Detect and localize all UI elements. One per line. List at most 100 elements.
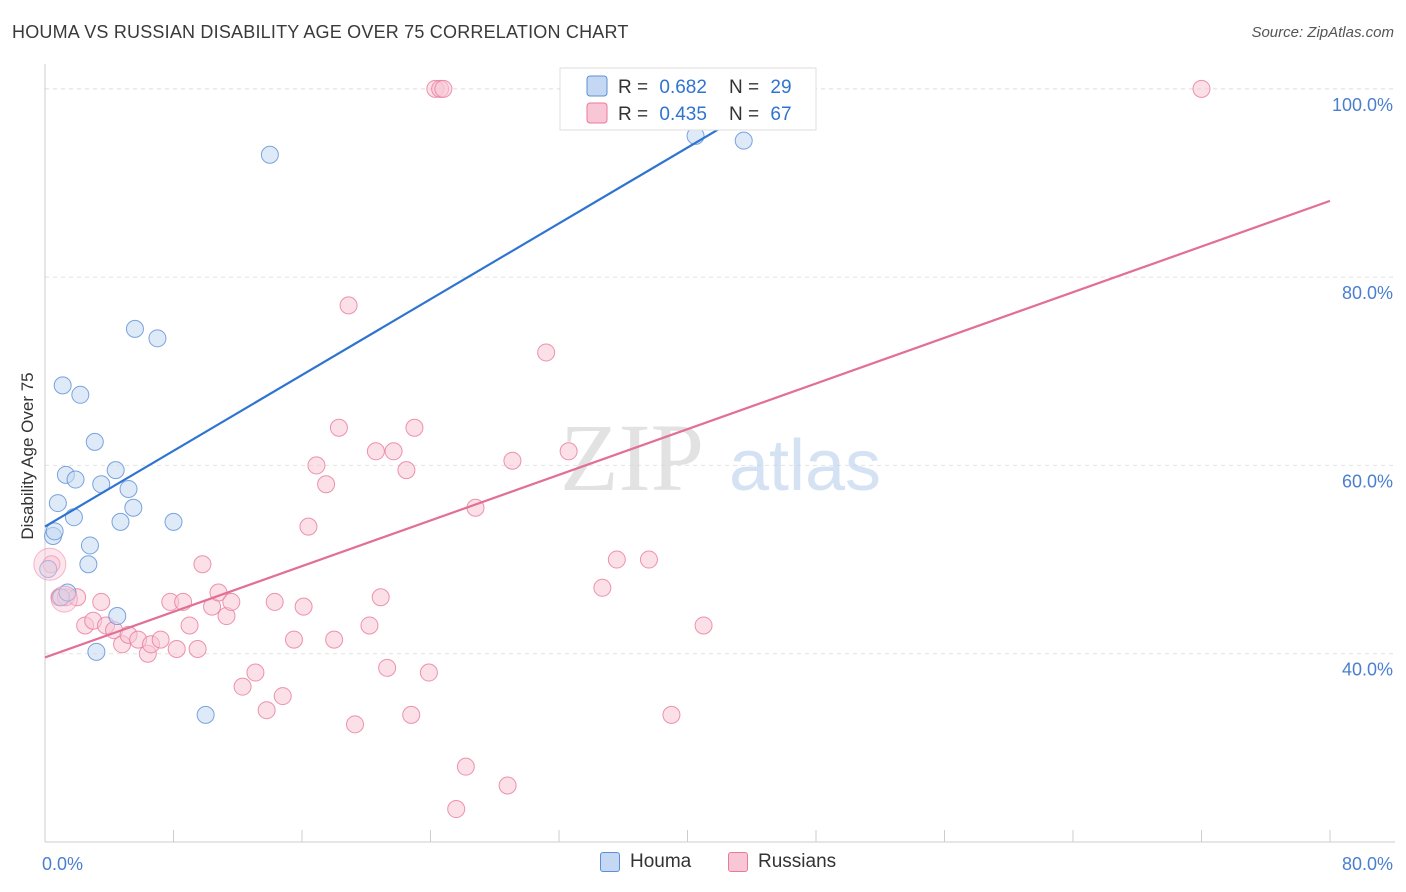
- houma-point: [48, 494, 67, 513]
- russians-point: [607, 550, 626, 569]
- chart-title: HOUMA VS RUSSIAN DISABILITY AGE OVER 75 …: [12, 22, 629, 42]
- russians-point: [694, 616, 713, 635]
- houma-point: [124, 498, 143, 517]
- trend-layer: [44, 87, 1331, 659]
- bottom-legend: Houma Russians: [0, 851, 1406, 877]
- russians-point: [167, 640, 186, 658]
- houma-point: [85, 432, 104, 451]
- houma-point: [80, 536, 99, 555]
- russians-point: [33, 547, 67, 581]
- russians-point: [346, 715, 365, 734]
- russians-trend-line: [44, 199, 1331, 659]
- russians-point: [456, 757, 475, 776]
- houma-point: [71, 385, 90, 404]
- russians-point: [366, 442, 385, 461]
- y-tick-label: 80.0%: [1342, 283, 1393, 303]
- russians-point: [537, 343, 556, 362]
- svg-text:R = 0.682: R = 0.682: [618, 77, 707, 98]
- houma-point: [45, 522, 64, 541]
- legend-swatch-houma: [600, 852, 620, 872]
- russians-point: [284, 630, 303, 649]
- stats-legend: R = 0.682 N = 29 R = 0.435 N = 67: [559, 67, 817, 131]
- russians-point: [639, 550, 658, 569]
- watermark: ZIP atlas: [560, 404, 881, 511]
- russians-point: [246, 663, 265, 682]
- points-layer: [33, 77, 1211, 819]
- houma-point: [164, 512, 183, 531]
- russians-point: [151, 630, 170, 649]
- houma-point: [87, 642, 106, 661]
- stats-legend-houma-r-label: R =: [618, 77, 648, 98]
- legend-label-russians: Russians: [758, 851, 837, 872]
- y-tick-label: 40.0%: [1342, 660, 1393, 680]
- russians-point: [447, 800, 466, 819]
- houma-point: [108, 607, 127, 626]
- russians-point: [402, 705, 421, 724]
- russians-point: [384, 442, 403, 461]
- y-tick-label: 100.0%: [1332, 95, 1393, 115]
- russians-point: [405, 418, 424, 437]
- legend-swatch-russians: [728, 852, 748, 872]
- russians-point: [294, 597, 313, 616]
- russians-point: [193, 555, 212, 574]
- stats-legend-houma-n-label: N =: [729, 77, 759, 98]
- houma-point: [734, 131, 753, 150]
- russians-point: [317, 475, 336, 494]
- stats-legend-russians-r-label: R =: [618, 104, 648, 125]
- russians-point: [50, 585, 78, 613]
- houma-point: [119, 479, 138, 498]
- russians-point: [419, 663, 438, 682]
- russians-point: [503, 451, 522, 470]
- houma-point: [111, 512, 130, 531]
- russians-point: [339, 296, 358, 315]
- grid-layer: [45, 88, 1395, 655]
- y-axis-label: Disability Age Over 75: [18, 372, 37, 539]
- x-tick-label: 0.0%: [42, 854, 83, 874]
- watermark-zip: ZIP: [560, 404, 704, 511]
- watermark-atlas: atlas: [729, 426, 881, 506]
- russians-point: [559, 442, 578, 461]
- houma-point: [196, 705, 215, 724]
- stats-legend-russians-n-value: 67: [770, 104, 791, 125]
- russians-point: [233, 677, 252, 696]
- stats-legend-houma-r-value: 0.682: [659, 77, 707, 98]
- russians-point: [371, 588, 390, 607]
- houma-trend-line: [44, 87, 788, 528]
- legend-item-houma[interactable]: Houma: [600, 851, 691, 873]
- houma-point: [260, 145, 279, 164]
- legend-label-houma: Houma: [630, 851, 692, 872]
- russians-point: [92, 592, 111, 611]
- y-tick-label: 60.0%: [1342, 471, 1393, 491]
- russians-point: [299, 517, 318, 536]
- stats-legend-houma-n-value: 29: [770, 77, 791, 98]
- x-tick-label: 80.0%: [1342, 854, 1393, 874]
- russians-point: [1192, 79, 1211, 98]
- russians-point: [257, 701, 276, 720]
- axis-layer: 40.0% 60.0% 80.0% 100.0% 0.0% 80.0%: [42, 64, 1395, 874]
- houma-point: [125, 319, 144, 338]
- svg-text:R = 0.435: R = 0.435: [618, 104, 707, 125]
- legend-item-russians[interactable]: Russians: [728, 851, 836, 873]
- svg-text:N = 67: N = 67: [729, 104, 792, 125]
- russians-point: [273, 687, 292, 706]
- stats-legend-russians-n-label: N =: [729, 104, 759, 125]
- russians-point: [188, 640, 207, 658]
- russians-point: [360, 616, 379, 635]
- russians-point: [222, 592, 241, 611]
- houma-point: [64, 508, 83, 527]
- stats-legend-russians-r-value: 0.435: [659, 104, 707, 125]
- source-label: Source: ZipAtlas.com: [1251, 24, 1394, 41]
- russians-point: [378, 658, 397, 677]
- svg-text:N = 29: N = 29: [729, 77, 792, 98]
- russians-point: [307, 456, 326, 475]
- houma-point: [148, 329, 167, 348]
- houma-point: [39, 559, 58, 578]
- houma-point: [53, 376, 72, 395]
- russians-point: [434, 79, 453, 98]
- russians-point: [329, 418, 348, 437]
- russians-point: [593, 578, 612, 597]
- russians-point: [498, 776, 517, 795]
- houma-point: [106, 461, 125, 480]
- stats-legend-houma-swatch: [586, 75, 608, 97]
